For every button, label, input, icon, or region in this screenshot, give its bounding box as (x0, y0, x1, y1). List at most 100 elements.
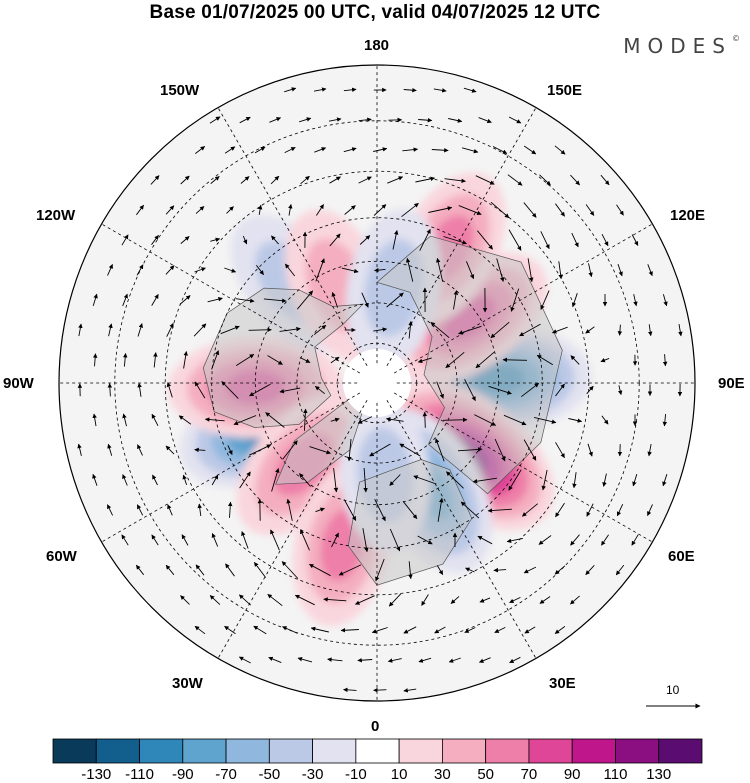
colorbar-swatch (398, 738, 443, 764)
wind-arrow (269, 117, 282, 123)
lon-label-0: 0 (371, 718, 380, 735)
wind-arrow (106, 504, 114, 516)
wind-arrow (445, 351, 465, 369)
wind-arrow (165, 564, 175, 576)
wind-arrow (601, 233, 609, 247)
wind-arrow (436, 381, 444, 399)
wind-arrow (437, 497, 444, 522)
wind-arrow (435, 438, 445, 462)
wind-arrow (136, 264, 144, 276)
wind-arrow (479, 597, 491, 603)
wind-arrow (330, 356, 340, 364)
lon-label-30e: 30E (549, 675, 576, 692)
wind-arrow (343, 87, 357, 92)
wind-arrow (209, 116, 221, 124)
wind-arrow (316, 204, 324, 216)
wind-arrow (492, 146, 508, 154)
wind-arrow (615, 564, 625, 576)
wind-arrow (122, 352, 128, 367)
wind-arrow (601, 534, 609, 546)
wind-arrow (165, 445, 175, 455)
wind-arrow (166, 382, 173, 398)
lon-label-150e: 150E (547, 82, 583, 99)
wind-arrow (194, 267, 206, 273)
wind-arrow (314, 147, 327, 153)
wind-arrow (464, 627, 476, 633)
wind-arrow (227, 445, 233, 456)
map-title: Base 01/07/2025 00 UTC, valid 04/07/2025… (149, 2, 601, 23)
wind-arrow (211, 350, 220, 370)
lon-label-180: 180 (364, 37, 390, 54)
colorbar-tick-label: -90 (171, 766, 194, 783)
wind-arrow (418, 117, 433, 123)
wind-arrow (388, 593, 402, 607)
wind-arrow (533, 416, 557, 424)
wind-arrow (633, 294, 638, 307)
colorbar-swatch (528, 738, 573, 764)
wind-arrow (464, 379, 476, 402)
wind-arrow (78, 323, 83, 337)
colorbar-swatch (571, 738, 616, 764)
wind-arrow (299, 473, 311, 487)
wind-arrow (150, 175, 160, 185)
wind-arrow (402, 147, 419, 152)
wind-arrow (523, 439, 537, 461)
colorbar-swatch (95, 738, 140, 764)
colorbar-tick-label: 70 (520, 766, 538, 783)
meridian-line (393, 392, 653, 543)
wind-arrow (374, 267, 386, 273)
wind-arrow (415, 176, 436, 183)
colorbar-tick-label: -50 (258, 766, 281, 783)
wind-arrow (458, 205, 482, 216)
wind-arrow (487, 508, 512, 513)
wind-arrow (341, 267, 359, 274)
lon-label-60w: 60W (46, 548, 77, 565)
wind-arrow (204, 417, 225, 422)
colorbar-swatch (658, 738, 703, 764)
wind-arrow (279, 387, 301, 394)
colorbar-tick-label: -110 (125, 766, 154, 783)
wind-vectors (77, 87, 683, 693)
wind-arrow (343, 499, 357, 521)
wind-arrow (494, 438, 506, 462)
meridian-line (393, 223, 653, 374)
wind-arrow (333, 468, 339, 493)
wind-arrow (241, 531, 249, 549)
wind-arrow (444, 178, 466, 184)
wind-arrow (508, 229, 522, 251)
wind-arrow (329, 233, 341, 247)
wind-arrow (122, 293, 128, 307)
wind-arrow (446, 471, 464, 489)
wind-arrow (137, 323, 143, 337)
colorbar-swatch (225, 738, 270, 764)
wind-arrow (463, 87, 477, 93)
wind-arrow (448, 118, 463, 123)
wind-arrow (403, 626, 417, 634)
wind-arrow (310, 626, 329, 633)
wind-arrow (210, 237, 221, 242)
wind-arrow (571, 293, 578, 308)
wind-arrow (303, 408, 308, 431)
wind-arrow (265, 412, 285, 428)
wind-arrow (405, 257, 414, 282)
wind-arrow (294, 594, 315, 606)
colorbar-swatch (268, 738, 314, 764)
wind-arrow (300, 175, 310, 185)
wind-arrow (387, 658, 402, 663)
colorbar (52, 738, 703, 764)
wind-arrow (363, 467, 368, 493)
colorbar-swatch (52, 738, 97, 764)
wind-arrow (257, 204, 263, 215)
wind-arrow (417, 535, 433, 545)
pole-cap (343, 349, 411, 417)
wind-arrow (136, 504, 144, 516)
wind-arrow (166, 322, 174, 337)
wind-arrow (178, 415, 192, 425)
wind-arrow (238, 594, 252, 606)
meridian-line (217, 107, 368, 367)
wind-arrow (211, 474, 219, 486)
wind-arrow (536, 354, 554, 366)
wind-arrow (181, 534, 189, 546)
wind-arrow (647, 504, 653, 517)
wind-arrow (371, 627, 388, 634)
